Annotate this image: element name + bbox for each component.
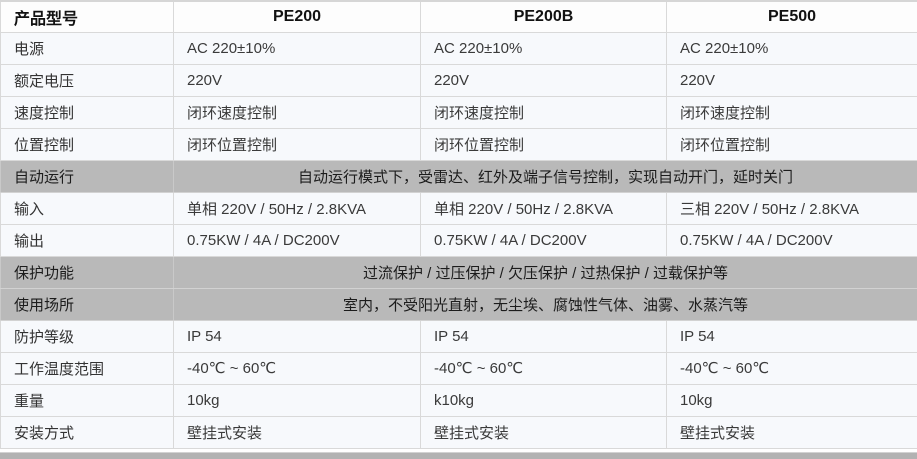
table-row: 额定电压 220V 220V 220V	[0, 63, 917, 97]
cell: 三相 220V / 50Hz / 2.8KVA	[666, 191, 917, 225]
table-row: 速度控制 闭环速度控制 闭环速度控制 闭环速度控制	[0, 95, 917, 129]
cell: -40℃ ~ 60℃	[666, 351, 917, 385]
table-row: 位置控制 闭环位置控制 闭环位置控制 闭环位置控制	[0, 127, 917, 161]
row-label: 速度控制	[0, 95, 174, 129]
spec-table-header: 产品型号 PE200 PE200B PE500	[0, 0, 917, 33]
cell: 闭环速度控制	[666, 95, 917, 129]
cell: 220V	[173, 63, 421, 97]
cutoff-next-row	[0, 452, 917, 459]
row-span-value: 自动运行模式下，受雷达、红外及端子信号控制，实现自动开门，延时关门	[173, 159, 917, 193]
cell: 220V	[666, 63, 917, 97]
cell: 壁挂式安装	[420, 415, 667, 449]
table-row: 保护功能 过流保护 / 过压保护 / 欠压保护 / 过热保护 / 过载保护等	[0, 255, 917, 289]
row-label: 工作温度范围	[0, 351, 174, 385]
cell: 10kg	[173, 383, 421, 417]
row-label: 使用场所	[0, 287, 174, 321]
cell: 单相 220V / 50Hz / 2.8KVA	[173, 191, 421, 225]
cell: IP 54	[420, 319, 667, 353]
cell: AC 220±10%	[173, 31, 421, 65]
cell: k10kg	[420, 383, 667, 417]
table-row: 使用场所 室内，不受阳光直射，无尘埃、腐蚀性气体、油雾、水蒸汽等	[0, 287, 917, 321]
table-row: 工作温度范围 -40℃ ~ 60℃ -40℃ ~ 60℃ -40℃ ~ 60℃	[0, 351, 917, 385]
cell: -40℃ ~ 60℃	[173, 351, 421, 385]
row-label: 重量	[0, 383, 174, 417]
table-row: 重量 10kg k10kg 10kg	[0, 383, 917, 417]
row-label: 保护功能	[0, 255, 174, 289]
table-row: 电源 AC 220±10% AC 220±10% AC 220±10%	[0, 31, 917, 65]
cell: 闭环位置控制	[666, 127, 917, 161]
cell: 闭环速度控制	[420, 95, 667, 129]
row-label: 电源	[0, 31, 174, 65]
cell: 10kg	[666, 383, 917, 417]
header-row: 产品型号 PE200 PE200B PE500	[0, 0, 917, 33]
cell: 壁挂式安装	[666, 415, 917, 449]
row-span-value: 室内，不受阳光直射，无尘埃、腐蚀性气体、油雾、水蒸汽等	[173, 287, 917, 321]
table-row: 安装方式 壁挂式安装 壁挂式安装 壁挂式安装	[0, 415, 917, 449]
product-spec-table: 产品型号 PE200 PE200B PE500 电源 AC 220±10% AC 2…	[0, 0, 917, 449]
row-label: 防护等级	[0, 319, 174, 353]
spec-table-body: 电源 AC 220±10% AC 220±10% AC 220±10% 额定电压 220V…	[0, 31, 917, 449]
cell: 闭环速度控制	[173, 95, 421, 129]
table-row: 自动运行 自动运行模式下，受雷达、红外及端子信号控制，实现自动开门，延时关门	[0, 159, 917, 193]
cell: AC 220±10%	[420, 31, 667, 65]
col-header-pe200b: PE200B	[420, 0, 667, 33]
col-header-product-model: 产品型号	[0, 0, 174, 33]
cell: IP 54	[666, 319, 917, 353]
row-label: 输出	[0, 223, 174, 257]
cell: 单相 220V / 50Hz / 2.8KVA	[420, 191, 667, 225]
row-span-value: 过流保护 / 过压保护 / 欠压保护 / 过热保护 / 过载保护等	[173, 255, 917, 289]
cell: IP 54	[173, 319, 421, 353]
row-label: 自动运行	[0, 159, 174, 193]
row-label: 位置控制	[0, 127, 174, 161]
row-label: 输入	[0, 191, 174, 225]
table-row: 防护等级 IP 54 IP 54 IP 54	[0, 319, 917, 353]
cell: 0.75KW / 4A / DC200V	[666, 223, 917, 257]
cell: 0.75KW / 4A / DC200V	[420, 223, 667, 257]
cell: 0.75KW / 4A / DC200V	[173, 223, 421, 257]
col-header-pe500: PE500	[666, 0, 917, 33]
row-label: 额定电压	[0, 63, 174, 97]
col-header-pe200: PE200	[173, 0, 421, 33]
table-row: 输入 单相 220V / 50Hz / 2.8KVA 单相 220V / 50Hz …	[0, 191, 917, 225]
table-row: 输出 0.75KW / 4A / DC200V 0.75KW / 4A / DC20…	[0, 223, 917, 257]
cell: AC 220±10%	[666, 31, 917, 65]
cell: 闭环位置控制	[420, 127, 667, 161]
cell: 220V	[420, 63, 667, 97]
cell: 壁挂式安装	[173, 415, 421, 449]
row-label: 安装方式	[0, 415, 174, 449]
cell: -40℃ ~ 60℃	[420, 351, 667, 385]
cell: 闭环位置控制	[173, 127, 421, 161]
